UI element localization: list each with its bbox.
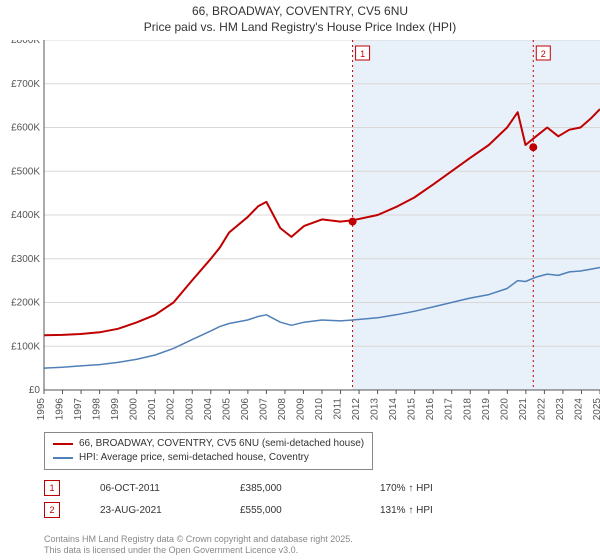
svg-text:2003: 2003 — [184, 398, 195, 421]
svg-text:£400K: £400K — [11, 210, 40, 221]
footer-line-1: Contains HM Land Registry data © Crown c… — [44, 534, 353, 545]
legend-swatch-hpi — [53, 457, 73, 459]
svg-text:2023: 2023 — [555, 398, 566, 421]
svg-text:2009: 2009 — [295, 398, 306, 421]
svg-text:2000: 2000 — [129, 398, 140, 421]
svg-text:1998: 1998 — [92, 398, 103, 421]
legend-and-markers: 66, BROADWAY, COVENTRY, CV5 6NU (semi-de… — [44, 432, 584, 524]
svg-text:1: 1 — [360, 49, 365, 59]
svg-text:£100K: £100K — [11, 341, 40, 352]
svg-text:£500K: £500K — [11, 166, 40, 177]
marker-price-2: £555,000 — [240, 505, 340, 516]
svg-text:2010: 2010 — [314, 398, 325, 421]
svg-text:2: 2 — [541, 49, 546, 59]
legend-row-subject: 66, BROADWAY, COVENTRY, CV5 6NU (semi-de… — [53, 437, 364, 451]
svg-text:£0: £0 — [29, 385, 41, 396]
svg-text:2005: 2005 — [221, 398, 232, 421]
svg-text:2001: 2001 — [147, 398, 158, 421]
svg-text:2002: 2002 — [166, 398, 177, 421]
svg-text:2025: 2025 — [592, 398, 600, 421]
svg-text:2013: 2013 — [370, 398, 381, 421]
svg-text:2017: 2017 — [444, 398, 455, 421]
footer-note: Contains HM Land Registry data © Crown c… — [44, 534, 353, 556]
svg-text:2012: 2012 — [351, 398, 362, 421]
svg-text:1999: 1999 — [110, 398, 121, 421]
svg-text:2024: 2024 — [573, 398, 584, 421]
title-block: 66, BROADWAY, COVENTRY, CV5 6NU Price pa… — [0, 0, 600, 35]
svg-text:2022: 2022 — [536, 398, 547, 421]
chart-svg: £0 £100K £200K £300K £400K £500K £600K £700K £80… — [0, 40, 600, 430]
svg-text:2016: 2016 — [425, 398, 436, 421]
svg-text:2015: 2015 — [407, 398, 418, 421]
svg-text:2011: 2011 — [333, 398, 344, 420]
marker-table: 1 06-OCT-2011 £385,000 170% ↑ HPI 2 23-A… — [44, 480, 584, 518]
marker-pct-2: 131% ↑ HPI — [380, 505, 480, 516]
svg-text:1997: 1997 — [73, 398, 84, 421]
svg-text:£800K: £800K — [11, 40, 40, 46]
svg-text:2007: 2007 — [258, 398, 269, 421]
marker-badge-2: 2 — [44, 502, 60, 518]
marker-row-2: 2 23-AUG-2021 £555,000 131% ↑ HPI — [44, 502, 584, 518]
legend-label-hpi: HPI: Average price, semi-detached house,… — [79, 451, 309, 465]
svg-text:2018: 2018 — [462, 398, 473, 421]
svg-text:1996: 1996 — [55, 398, 66, 421]
title-line-2: Price paid vs. HM Land Registry's House … — [0, 20, 600, 36]
legend-row-hpi: HPI: Average price, semi-detached house,… — [53, 451, 364, 465]
svg-text:2021: 2021 — [518, 398, 529, 421]
legend-label-subject: 66, BROADWAY, COVENTRY, CV5 6NU (semi-de… — [79, 437, 364, 451]
svg-text:1995: 1995 — [36, 398, 47, 421]
svg-text:2020: 2020 — [499, 398, 510, 421]
svg-text:2006: 2006 — [240, 398, 251, 421]
chart-area: £0 £100K £200K £300K £400K £500K £600K £700K £80… — [0, 40, 600, 430]
marker-pct-1: 170% ↑ HPI — [380, 483, 480, 494]
svg-text:£600K: £600K — [11, 123, 40, 134]
marker-badge-1: 1 — [44, 480, 60, 496]
title-line-1: 66, BROADWAY, COVENTRY, CV5 6NU — [0, 4, 600, 20]
svg-text:£300K: £300K — [11, 254, 40, 265]
svg-text:2014: 2014 — [388, 398, 399, 421]
footer-line-2: This data is licensed under the Open Gov… — [44, 545, 353, 556]
legend-box: 66, BROADWAY, COVENTRY, CV5 6NU (semi-de… — [44, 432, 373, 470]
marker-date-2: 23-AUG-2021 — [100, 505, 200, 516]
svg-text:2004: 2004 — [203, 398, 214, 421]
svg-text:2019: 2019 — [481, 398, 492, 421]
legend-swatch-subject — [53, 443, 73, 445]
marker-row-1: 1 06-OCT-2011 £385,000 170% ↑ HPI — [44, 480, 584, 496]
marker-date-1: 06-OCT-2011 — [100, 483, 200, 494]
svg-text:£200K: £200K — [11, 298, 40, 309]
svg-text:£700K: £700K — [11, 79, 40, 90]
marker-price-1: £385,000 — [240, 483, 340, 494]
chart-container: 66, BROADWAY, COVENTRY, CV5 6NU Price pa… — [0, 0, 600, 560]
svg-text:2008: 2008 — [277, 398, 288, 421]
